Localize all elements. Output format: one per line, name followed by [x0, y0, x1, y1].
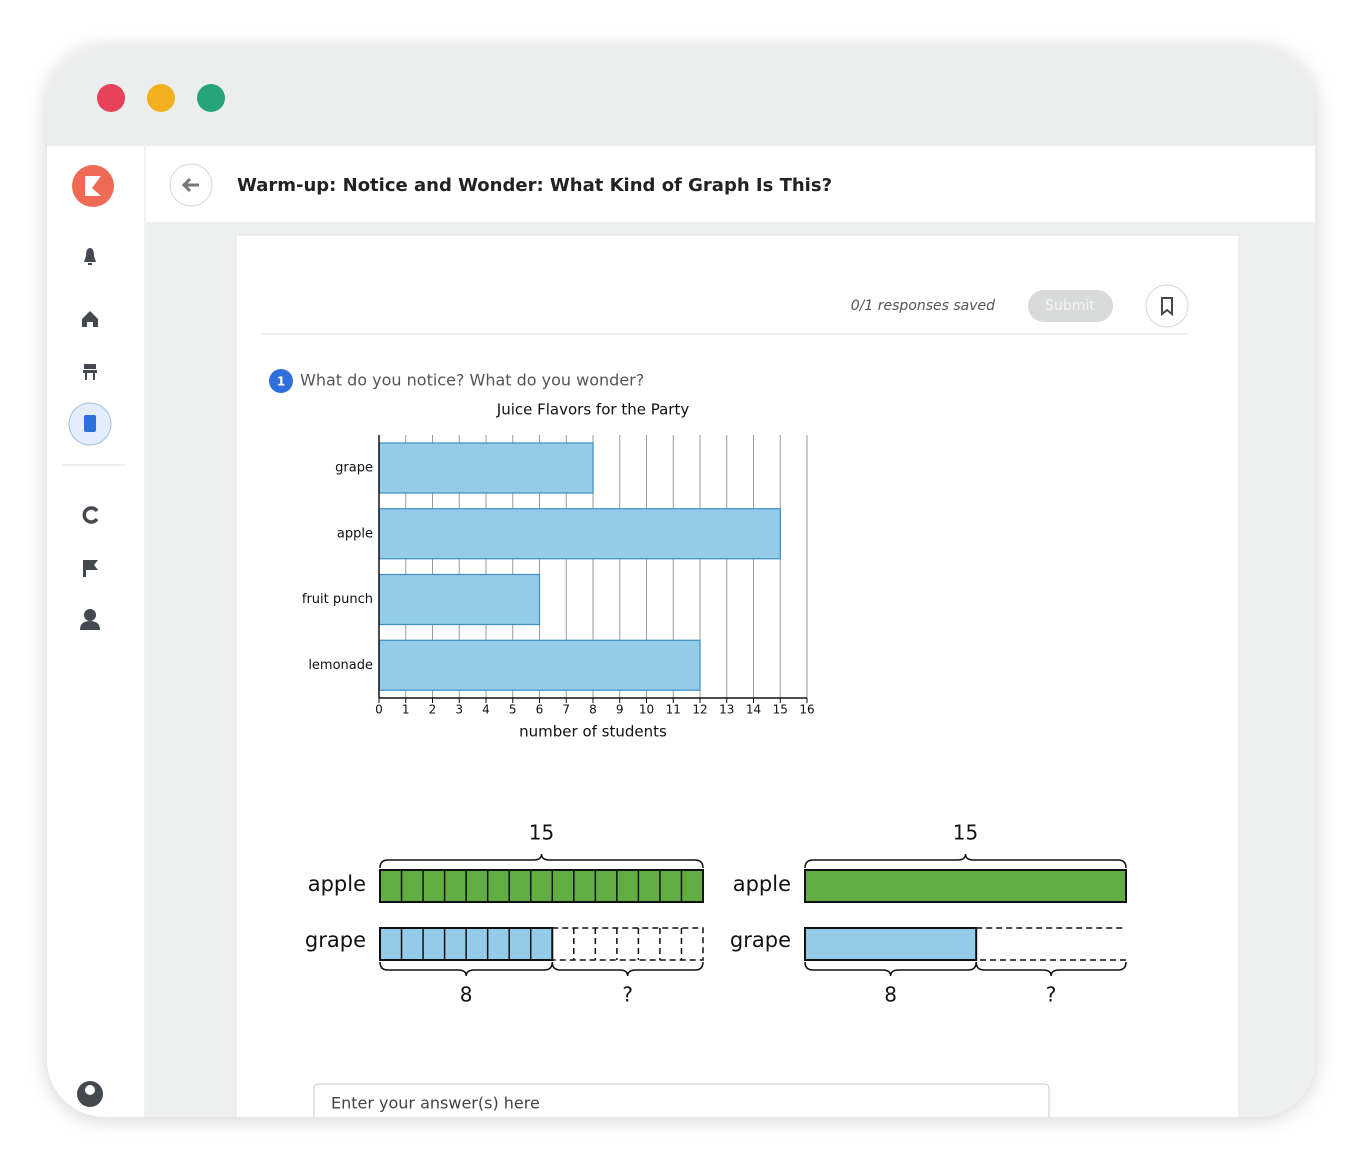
maximize-dot[interactable] [197, 84, 225, 112]
x-tick-label: 6 [536, 703, 544, 717]
book-icon [84, 415, 96, 432]
brace [975, 961, 1127, 977]
desk-icon[interactable] [83, 364, 97, 380]
person-body [80, 621, 100, 630]
home-icon[interactable] [82, 311, 98, 327]
x-tick-label: 15 [773, 703, 788, 717]
submit-button[interactable] [1028, 290, 1113, 322]
brace [379, 961, 554, 977]
x-axis-label: number of students [519, 723, 667, 741]
header-bar [146, 146, 1315, 222]
y-tick-label: grape [335, 461, 373, 476]
x-tick-label: 2 [429, 703, 437, 717]
x-tick-label: 4 [482, 703, 490, 717]
question-text: What do you notice? What do you wonder? [300, 371, 644, 390]
page-title: Warm-up: Notice and Wonder: What Kind of… [237, 175, 832, 196]
tape-unknown [976, 927, 1126, 961]
x-tick-label: 7 [562, 703, 570, 717]
answer-input[interactable] [313, 1083, 1050, 1144]
tape-total: 15 [529, 821, 554, 845]
sidebar [47, 146, 145, 1117]
submit-label: Submit [1045, 298, 1095, 314]
bookmark-icon [1161, 297, 1173, 317]
x-tick-label: 16 [799, 703, 814, 717]
bar [378, 508, 781, 560]
tape-unknown [552, 927, 704, 961]
refresh-icon[interactable] [82, 506, 99, 524]
y-tick-label: apple [337, 526, 373, 541]
x-tick-label: 3 [455, 703, 463, 717]
tape-label: apple [733, 872, 791, 896]
x-tick-label: 11 [666, 703, 681, 717]
x-tick-label: 1 [402, 703, 410, 717]
bar [378, 442, 594, 494]
question-number: 1 [277, 375, 285, 389]
tape-unknown-label: ? [1046, 983, 1057, 1007]
chart-title: Juice Flavors for the Party [496, 401, 690, 419]
y-tick-label: lemonade [308, 658, 373, 673]
title-bar [47, 47, 1315, 146]
minimize-dot[interactable] [147, 84, 175, 112]
brace [804, 853, 1127, 869]
bar [378, 573, 541, 626]
flag-icon[interactable] [83, 560, 98, 577]
x-tick-label: 10 [639, 703, 654, 717]
person-icon[interactable] [84, 609, 96, 621]
x-tick-label: 14 [746, 703, 761, 717]
tape-grape [804, 927, 978, 961]
tape-total: 15 [953, 821, 978, 845]
tape-apple [379, 869, 704, 903]
tape-label: grape [730, 928, 791, 952]
x-tick-label: 8 [589, 703, 597, 717]
question-badge [269, 369, 293, 393]
close-dot[interactable] [97, 84, 125, 112]
save-status: 0/1 responses saved [851, 298, 995, 314]
brace [804, 961, 977, 977]
y-tick-label: fruit punch [302, 592, 373, 607]
logo-mark [85, 176, 101, 196]
x-tick-label: 5 [509, 703, 517, 717]
tape-unknown-label: ? [622, 983, 633, 1007]
x-tick-label: 12 [692, 703, 707, 717]
answer-placeholder: Enter your answer(s) here [331, 1094, 540, 1113]
back-arrow [181, 177, 199, 193]
tape-known: 8 [460, 983, 473, 1007]
brace [551, 961, 704, 977]
window: Warm-up: Notice and Wonder: What Kind of… [47, 47, 1315, 1144]
bookmark-button[interactable] [1145, 284, 1189, 328]
x-tick-label: 0 [375, 703, 383, 717]
bell-icon[interactable] [84, 248, 96, 265]
avatar-head [85, 1085, 95, 1095]
tape-known: 8 [884, 983, 897, 1007]
tape-label: apple [308, 872, 366, 896]
bar [378, 639, 701, 691]
x-tick-label: 9 [616, 703, 624, 717]
tape-apple [804, 869, 1127, 903]
tape-label: grape [305, 928, 366, 952]
x-tick-label: 13 [719, 703, 734, 717]
brace [379, 853, 704, 869]
